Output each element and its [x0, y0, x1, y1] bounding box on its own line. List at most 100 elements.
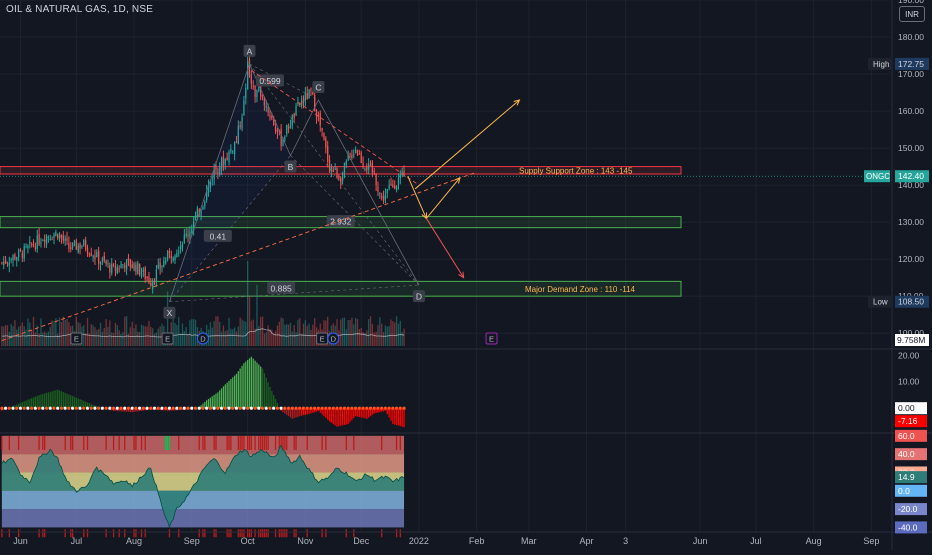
candle-body — [260, 85, 262, 98]
candle-body — [397, 178, 400, 186]
osc-signal — [133, 436, 135, 450]
candle-body — [239, 125, 241, 127]
osc-signal — [306, 436, 308, 450]
osc-signal — [282, 529, 284, 538]
squeeze-dot — [331, 406, 335, 410]
macd-bar — [92, 404, 94, 409]
x-tick-label: Dec — [353, 536, 370, 546]
squeeze-dot — [305, 406, 309, 410]
volume-bar — [248, 295, 251, 346]
osc-signal — [345, 529, 347, 538]
osc-signal — [215, 436, 217, 450]
macd-bar — [351, 408, 353, 421]
macd-bar — [88, 403, 91, 409]
candle-body — [347, 154, 349, 160]
candle-body — [127, 257, 130, 260]
price-tick-label: 120.00 — [898, 254, 924, 264]
osc-signal — [17, 529, 20, 538]
macd-bar — [32, 397, 35, 409]
macd-bar — [181, 408, 184, 410]
candle-body — [70, 247, 72, 249]
macd-bar — [44, 393, 46, 409]
osc-level-label: 14.9 — [898, 472, 915, 482]
osc-signal — [202, 436, 204, 450]
candle-body — [114, 266, 117, 271]
volume-bar — [358, 329, 361, 346]
ratio-tag — [255, 74, 284, 87]
candle-body — [152, 281, 154, 289]
candle-body — [319, 113, 321, 126]
candle-body — [366, 166, 368, 171]
candle-body — [191, 229, 193, 233]
ticker-label-bg — [864, 170, 890, 183]
macd-bar — [144, 408, 146, 411]
osc-signal — [263, 436, 266, 450]
volume-bar — [366, 330, 368, 346]
macd-bar — [293, 408, 295, 419]
candle-body — [271, 116, 273, 119]
volume-bar — [399, 320, 401, 346]
event-marker — [161, 332, 174, 345]
ratio-label: 2.932 — [330, 217, 352, 227]
volume-bar — [8, 331, 10, 346]
osc-signal — [295, 529, 297, 538]
candle-body — [4, 260, 7, 264]
osc-signal — [248, 436, 251, 450]
volume-bar — [57, 333, 59, 346]
macd-bar — [377, 408, 379, 413]
macd-bar — [42, 393, 44, 409]
volume-bar — [228, 317, 230, 346]
macd-bar — [49, 391, 51, 409]
macd-bar — [356, 408, 359, 417]
volume-bar — [1, 326, 3, 346]
currency-button[interactable]: INR — [899, 6, 925, 22]
osc-signal — [198, 436, 200, 450]
macd-bar — [319, 408, 321, 413]
ratio-label: 0.885 — [271, 283, 293, 293]
osc-signal — [258, 436, 260, 450]
price-tick-label: 160.00 — [898, 106, 924, 116]
macd-bar — [368, 408, 370, 418]
candle-body — [75, 240, 77, 250]
volume-bar — [98, 329, 100, 346]
macd-bar — [206, 400, 208, 409]
volume-bar — [90, 324, 92, 346]
candle-body — [17, 249, 20, 258]
squeeze-dot — [74, 406, 78, 410]
projection-arrow-up-head — [454, 176, 461, 184]
candle-body — [200, 210, 202, 218]
macd-bar — [114, 408, 117, 411]
macd-bar — [166, 408, 169, 411]
candle-body — [317, 115, 320, 117]
x-tick-label: Apr — [579, 536, 593, 546]
squeeze-dot — [275, 406, 280, 410]
candle-body — [120, 264, 122, 268]
volume-bar — [51, 320, 53, 346]
squeeze-dot — [48, 406, 52, 410]
volume-bar — [38, 333, 40, 346]
candle-body — [77, 245, 79, 253]
squeeze-dot — [15, 406, 19, 410]
macd-bar — [276, 402, 279, 409]
squeeze-dot — [380, 406, 384, 410]
osc-signal — [381, 529, 383, 538]
macd-bar — [62, 392, 64, 409]
macd-bar — [125, 408, 128, 412]
volume-bar — [183, 330, 185, 346]
volume-bar — [116, 325, 118, 346]
volume-bar — [133, 328, 135, 346]
squeeze-dot — [253, 406, 257, 410]
macd-bar — [261, 368, 264, 409]
osc-signal — [1, 529, 3, 538]
volume-bar — [153, 333, 156, 346]
macd-bar — [111, 408, 113, 411]
pattern-point-label: D — [416, 292, 422, 302]
osc-signal — [321, 436, 323, 450]
squeeze-dot — [52, 406, 56, 410]
volume-bar — [341, 317, 344, 346]
squeeze-dot — [30, 406, 34, 410]
candle-body — [353, 154, 355, 156]
macd-bar — [86, 402, 89, 409]
